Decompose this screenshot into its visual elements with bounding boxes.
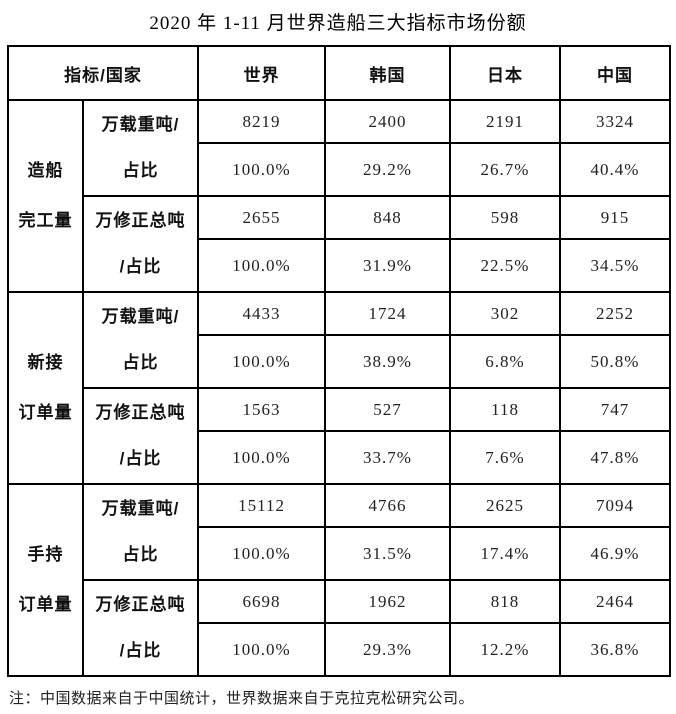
value-cell: 2400 <box>324 99 452 144</box>
value-cell: 7094 <box>559 483 672 528</box>
share-cell: 31.5% <box>324 526 452 581</box>
subrow-label-line: 万修正总吨 <box>95 595 186 615</box>
value-cell: 2625 <box>449 483 562 528</box>
table-row: 100.0% 29.2% 26.7% 40.4% <box>8 142 672 197</box>
table-row: 100.0% 31.5% 17.4% 46.9% <box>8 526 672 581</box>
value-cell: 118 <box>449 387 562 432</box>
header-corner-cell: 指标/国家 <box>6 45 200 101</box>
page-title: 2020 年 1-11 月世界造船三大指标市场份额 <box>149 13 527 34</box>
header-col-china: 中国 <box>559 45 672 101</box>
share-cell: 100.0% <box>197 238 327 293</box>
value-cell: 818 <box>449 579 562 624</box>
table-row: 造船 完工量 万载重吨/ 占比 8219 2400 2191 3324 <box>7 99 672 293</box>
subrow-label-line: /占比 <box>119 257 162 276</box>
value-cell: 3324 <box>559 99 672 144</box>
group-label-line: 完工量 <box>18 211 73 230</box>
value-cell: 747 <box>559 387 672 432</box>
subrow-label-line: 万载重吨/ <box>101 307 180 327</box>
value-cell: 527 <box>324 387 452 432</box>
share-cell: 17.4% <box>449 526 562 581</box>
subrow-label-line: /占比 <box>119 449 162 468</box>
market-share-table: 指标/国家 世界 韩国 日本 中国 造船 完工量 万载重吨/ 占比 8219 2… <box>6 45 672 677</box>
table-row: 万修正总吨 /占比 2655 848 598 915 <box>8 195 672 293</box>
subrow-label-cell-dwt: 万载重吨/ 占比 <box>81 99 200 197</box>
header-col-japan: 日本 <box>449 45 562 101</box>
subrow-label-cell-cgt: 万修正总吨 /占比 <box>81 579 200 677</box>
table-row: 100.0% 38.9% 6.8% 50.8% <box>8 334 672 389</box>
group-label-line: 订单量 <box>18 403 73 422</box>
share-cell: 34.5% <box>559 238 672 293</box>
table-row: 100.0% 31.9% 22.5% 34.5% <box>8 238 672 293</box>
table-row: 新接 订单量 万载重吨/ 占比 4433 1724 302 2252 <box>7 291 672 485</box>
subrow-label-line: 万载重吨/ <box>101 115 180 135</box>
group-label-cell-orderbook: 手持 订单量 <box>7 483 84 677</box>
value-cell: 302 <box>449 291 562 336</box>
subrow-label-line: /占比 <box>119 641 162 660</box>
table-row: 手持 订单量 万载重吨/ 占比 15112 4766 2625 7094 <box>7 483 672 677</box>
group-label-cell-completions: 造船 完工量 <box>7 99 84 293</box>
share-cell: 33.7% <box>324 430 452 485</box>
subrow-label-line: 占比 <box>122 353 159 372</box>
subrow-label-cell-dwt: 万载重吨/ 占比 <box>81 291 200 389</box>
share-cell: 36.8% <box>559 622 672 677</box>
subrow-label-line: 万载重吨/ <box>101 499 180 519</box>
share-cell: 100.0% <box>197 430 327 485</box>
share-cell: 7.6% <box>449 430 562 485</box>
value-cell: 1724 <box>324 291 452 336</box>
value-cell: 15112 <box>197 483 327 528</box>
value-cell: 4766 <box>324 483 452 528</box>
value-cell: 2252 <box>559 291 672 336</box>
header-col-korea: 韩国 <box>324 45 452 101</box>
value-cell: 915 <box>559 195 672 240</box>
share-cell: 31.9% <box>324 238 452 293</box>
share-cell: 29.3% <box>324 622 452 677</box>
share-cell: 100.0% <box>197 622 327 677</box>
value-cell: 848 <box>324 195 452 240</box>
subrow-label-line: 占比 <box>122 161 159 180</box>
subrow-label-line: 万修正总吨 <box>95 403 186 423</box>
share-cell: 46.9% <box>559 526 672 581</box>
share-cell: 38.9% <box>324 334 452 389</box>
table-row: 100.0% 29.3% 12.2% 36.8% <box>8 622 672 677</box>
subrow-label-cell-dwt: 万载重吨/ 占比 <box>81 483 200 581</box>
group-label-line: 新接 <box>27 353 64 373</box>
share-cell: 100.0% <box>197 526 327 581</box>
share-cell: 12.2% <box>449 622 562 677</box>
share-cell: 100.0% <box>197 142 327 197</box>
value-cell: 1962 <box>324 579 452 624</box>
value-cell: 2191 <box>449 99 562 144</box>
share-cell: 40.4% <box>559 142 672 197</box>
share-cell: 26.7% <box>449 142 562 197</box>
value-cell: 4433 <box>197 291 327 336</box>
subrow-label-line: 占比 <box>122 545 159 564</box>
subrow-label-cell-cgt: 万修正总吨 /占比 <box>81 387 200 485</box>
table-row: 万修正总吨 /占比 6698 1962 818 2464 <box>8 579 672 677</box>
table-row: 100.0% 33.7% 7.6% 47.8% <box>8 430 672 485</box>
value-cell: 2464 <box>559 579 672 624</box>
share-cell: 100.0% <box>197 334 327 389</box>
group-label-line: 订单量 <box>18 595 73 614</box>
header-col-world: 世界 <box>197 45 327 101</box>
group-label-cell-new-orders: 新接 订单量 <box>7 291 84 485</box>
share-cell: 22.5% <box>449 238 562 293</box>
group-label-line: 造船 <box>27 161 64 181</box>
table-row: 万修正总吨 /占比 1563 527 118 747 <box>8 387 672 485</box>
value-cell: 6698 <box>197 579 327 624</box>
share-cell: 50.8% <box>559 334 672 389</box>
share-cell: 6.8% <box>449 334 562 389</box>
value-cell: 1563 <box>197 387 327 432</box>
value-cell: 8219 <box>197 99 327 144</box>
share-cell: 29.2% <box>324 142 452 197</box>
subrow-label-line: 万修正总吨 <box>95 211 186 231</box>
value-cell: 598 <box>449 195 562 240</box>
group-label-line: 手持 <box>27 545 64 565</box>
footnote: 注：中国数据来自于中国统计，世界数据来自于克拉克松研究公司。 <box>9 690 475 707</box>
table-header-row: 指标/国家 世界 韩国 日本 中国 <box>6 45 672 101</box>
subrow-label-cell-cgt: 万修正总吨 /占比 <box>81 195 200 293</box>
value-cell: 2655 <box>197 195 327 240</box>
share-cell: 47.8% <box>559 430 672 485</box>
